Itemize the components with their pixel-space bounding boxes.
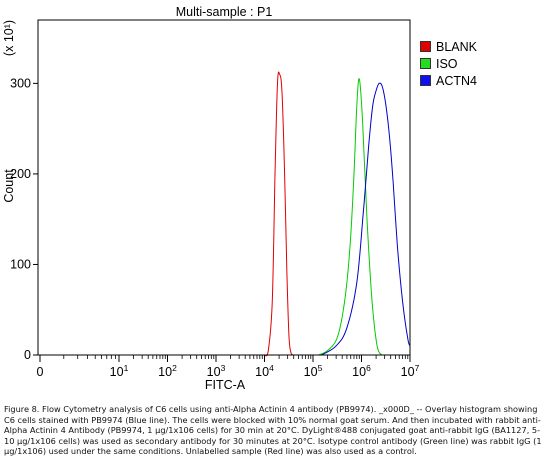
legend-item-iso: ISO bbox=[420, 55, 477, 72]
y-tick-label: 0 bbox=[24, 348, 31, 362]
plot-area: 0 100 200 300 0 101 102 103 104 105 106 107 bbox=[10, 71, 420, 379]
legend-item-blank: BLANK bbox=[420, 38, 477, 55]
series-line-iso bbox=[318, 78, 383, 356]
x-tick-label: 105 bbox=[304, 363, 323, 379]
legend-label-actn4: ACTN4 bbox=[436, 73, 477, 88]
x-axis-label: FITC-A bbox=[205, 378, 246, 392]
figure-caption: Figure 8. Flow Cytometry analysis of C6 … bbox=[4, 404, 542, 457]
y-axis-label: Count bbox=[2, 169, 16, 203]
x-tick-label: 107 bbox=[401, 363, 420, 379]
x-tick-label: 101 bbox=[110, 363, 129, 379]
legend-label-iso: ISO bbox=[436, 56, 458, 71]
plot-frame bbox=[37, 19, 411, 356]
series-line-actn4 bbox=[321, 82, 411, 356]
legend-item-actn4: ACTN4 bbox=[420, 72, 477, 89]
legend-swatch-iso bbox=[420, 58, 431, 69]
x-tick-label: 104 bbox=[255, 363, 274, 379]
y-multiplier-label: (x 10¹) bbox=[2, 20, 16, 56]
legend-swatch-actn4 bbox=[420, 75, 431, 86]
x-tick-label: 106 bbox=[352, 363, 371, 379]
x-tick-label: 103 bbox=[207, 363, 226, 379]
x-tick-label: 0 bbox=[37, 365, 44, 379]
legend-label-blank: BLANK bbox=[436, 39, 477, 54]
series-line-blank bbox=[264, 71, 294, 357]
y-tick-label: 200 bbox=[10, 167, 31, 181]
y-tick-label: 300 bbox=[10, 76, 31, 90]
legend-swatch-blank bbox=[420, 41, 431, 52]
y-tick-label: 100 bbox=[10, 257, 31, 271]
x-tick-label: 102 bbox=[158, 363, 177, 379]
chart-title: Multi-sample : P1 bbox=[176, 5, 273, 19]
legend: BLANK ISO ACTN4 bbox=[420, 38, 477, 89]
